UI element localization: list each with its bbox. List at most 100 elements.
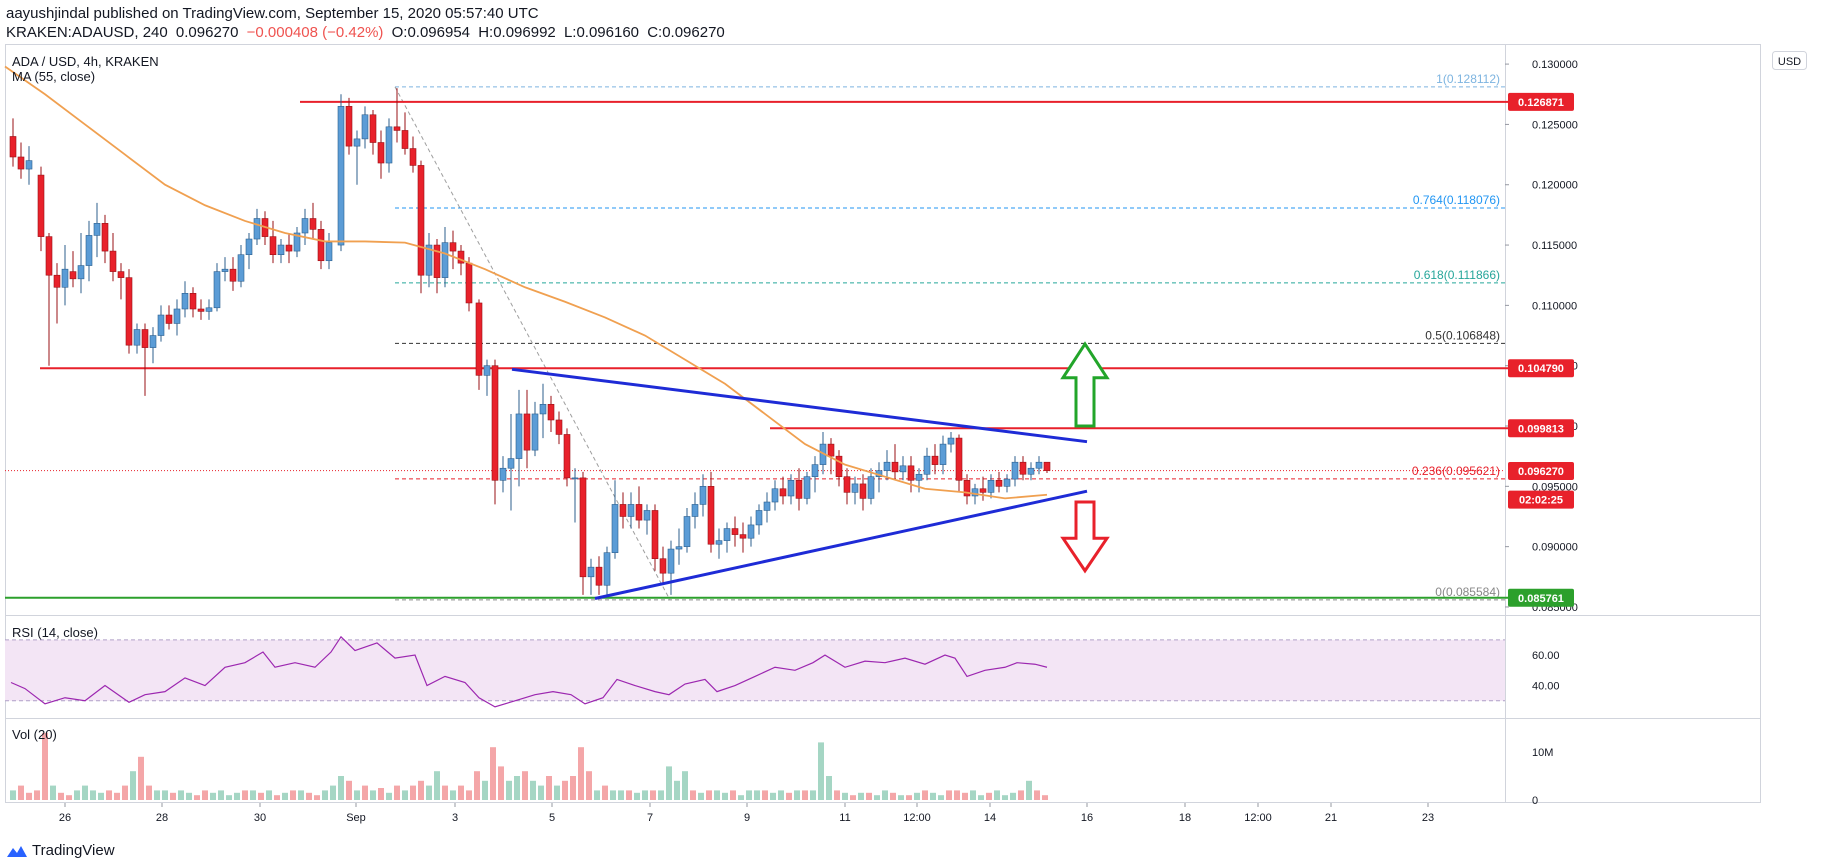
- time-tick-label: 12:00: [1244, 812, 1272, 824]
- candle-body: [611, 504, 619, 553]
- candle-body: [651, 510, 659, 560]
- candle-body: [109, 250, 117, 272]
- volume-bar: [578, 747, 584, 800]
- time-tick-label: Sep: [346, 812, 366, 824]
- volume-bar: [426, 785, 432, 800]
- volume-bar: [290, 790, 296, 800]
- volume-bar: [914, 792, 920, 800]
- volume-bar: [786, 792, 792, 800]
- volume-bar: [562, 780, 568, 800]
- candle-body: [547, 403, 555, 421]
- candle-body: [393, 126, 401, 131]
- candle-body: [571, 477, 579, 480]
- candle-body: [101, 223, 109, 252]
- candle-body: [213, 271, 221, 309]
- rsi-line: 60.00 40.00: [10, 635, 1560, 708]
- candle-body: [499, 467, 507, 481]
- time-tick-label: 18: [1179, 812, 1191, 824]
- volume-bar: [98, 792, 104, 800]
- candle-body: [971, 488, 979, 497]
- candle-body: [675, 546, 683, 550]
- volume-bar: [490, 747, 496, 800]
- currency-button[interactable]: USD: [1772, 51, 1807, 70]
- volume-bars: 10M 0: [10, 732, 1553, 807]
- tradingview-logo-icon: [7, 845, 27, 857]
- volume-bar: [986, 792, 992, 800]
- candle-body: [603, 552, 611, 586]
- candle-body: [955, 437, 963, 481]
- candle-body: [17, 156, 25, 170]
- volume-bar: [866, 792, 872, 800]
- time-axis: 26 28 30 Sep 3 5 7 9 11 12:00 14 16 18 12:00 21 23: [59, 803, 1434, 824]
- time-tick-label: 9: [744, 812, 750, 824]
- volume-bar: [170, 792, 176, 800]
- volume-bar: [506, 780, 512, 800]
- volume-bar: [538, 785, 544, 800]
- volume-bar: [906, 795, 912, 800]
- candle-body: [353, 138, 361, 147]
- volume-bar: [82, 785, 88, 800]
- candle-body: [531, 413, 539, 451]
- candle-body: [229, 268, 237, 282]
- rsi-tick-label: 40.00: [1532, 681, 1560, 693]
- candle-body: [539, 403, 547, 415]
- candle-body: [779, 488, 787, 497]
- direction-arrows: [1060, 341, 1110, 574]
- volume-bar: [706, 790, 712, 800]
- candle-body: [755, 510, 763, 526]
- volume-bar: [210, 792, 216, 800]
- price-label-box: [1508, 359, 1574, 378]
- time-tick-label: 30: [254, 812, 266, 824]
- volume-bar: [1002, 795, 1008, 800]
- volume-bar: [1018, 790, 1024, 800]
- candle-body: [987, 479, 995, 493]
- price-tick-label: 0.095000: [1532, 481, 1578, 493]
- currency-label[interactable]: USD: [1778, 56, 1801, 68]
- price-label-box: [1508, 92, 1574, 111]
- candle-body: [763, 501, 771, 511]
- volume-bar: [874, 795, 880, 800]
- volume-bar: [722, 792, 728, 800]
- price-label-text: 0.085761: [1518, 593, 1564, 605]
- fib-level-label: 0.764(0.118076): [1413, 193, 1500, 207]
- volume-bar: [522, 771, 528, 800]
- candle-body: [867, 476, 875, 499]
- candle-body: [563, 434, 571, 479]
- volume-bar: [474, 771, 480, 800]
- candle-body: [707, 486, 715, 545]
- volume-bar: [450, 790, 456, 800]
- candle-body: [843, 476, 851, 493]
- time-tick-label: 23: [1422, 812, 1434, 824]
- candle-body: [1011, 461, 1019, 480]
- volume-bar: [818, 742, 824, 800]
- volume-tick-label: 0: [1532, 795, 1538, 807]
- candle-body: [915, 473, 923, 481]
- candle-body: [309, 218, 317, 230]
- pair-legend: ADA / USD, 4h, KRAKEN: [12, 54, 159, 69]
- volume-bar: [802, 790, 808, 800]
- price-chart[interactable]: 1(0.128112) 0.764(0.118076) 0.618(0.111866…: [0, 0, 1828, 838]
- volume-bar: [738, 795, 744, 800]
- volume-bar: [314, 795, 320, 800]
- volume-bar: [362, 785, 368, 800]
- candle-body: [93, 223, 101, 236]
- volume-bar: [234, 792, 240, 800]
- candle-body: [739, 534, 747, 539]
- volume-bar: [282, 792, 288, 800]
- triangle-trendline: [511, 367, 1088, 444]
- volume-bar: [898, 795, 904, 800]
- candle-body: [731, 528, 739, 535]
- volume-bar: [922, 790, 928, 800]
- volume-bar: [634, 792, 640, 800]
- candle-body: [433, 244, 441, 278]
- volume-bar: [730, 790, 736, 800]
- volume-bar: [954, 790, 960, 800]
- volume-bar: [714, 790, 720, 800]
- candle-body: [337, 106, 345, 246]
- fib-level-label: 0.5(0.106848): [1425, 328, 1500, 342]
- price-tick-label: 0.115000: [1532, 240, 1577, 252]
- candle-body: [715, 540, 723, 545]
- candle-body: [377, 142, 385, 164]
- price-tick-label: 0.120000: [1532, 180, 1578, 192]
- fib-level-label: 0.618(0.111866): [1414, 268, 1500, 282]
